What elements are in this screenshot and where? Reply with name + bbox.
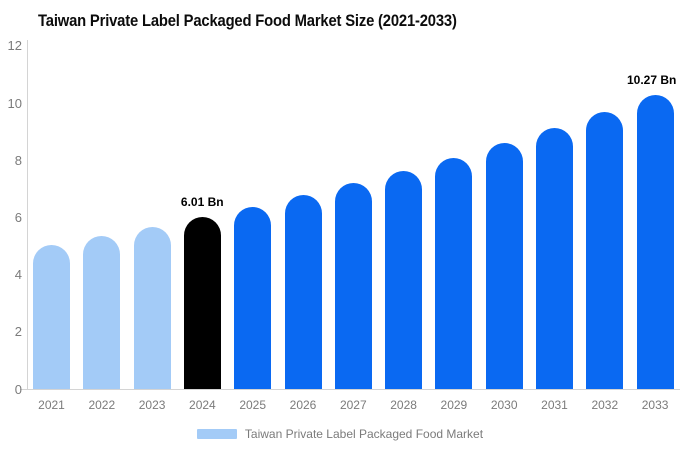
bar-2030[interactable] bbox=[485, 143, 523, 389]
bar-2022[interactable] bbox=[83, 236, 121, 389]
legend-item-label[interactable]: Taiwan Private Label Packaged Food Marke… bbox=[244, 427, 484, 441]
bar-2031[interactable] bbox=[536, 128, 573, 389]
x-axis-line bbox=[20, 389, 680, 390]
y-tick-label: 0 bbox=[14, 381, 22, 397]
x-tick-label: 2030 bbox=[490, 398, 518, 412]
legend-swatch-icon[interactable] bbox=[196, 429, 237, 439]
x-tick-label: 2029 bbox=[440, 398, 468, 412]
bar-2032[interactable] bbox=[586, 112, 624, 389]
x-tick-label: 2026 bbox=[289, 398, 317, 412]
bar-2024[interactable] bbox=[183, 217, 221, 389]
bar-2028[interactable] bbox=[385, 170, 423, 389]
bar-value-label: 6.01 Bn bbox=[180, 195, 224, 210]
legend: Taiwan Private Label Packaged Food Marke… bbox=[0, 427, 680, 441]
bar-2029[interactable] bbox=[435, 157, 473, 389]
bar-2021[interactable] bbox=[33, 245, 70, 389]
bar-2033[interactable] bbox=[636, 95, 674, 389]
y-tick-label: 8 bbox=[14, 152, 22, 168]
bar-2025[interactable] bbox=[234, 206, 272, 389]
y-axis-line bbox=[27, 40, 28, 389]
x-tick-label: 2028 bbox=[390, 398, 417, 412]
x-tick-label: 2023 bbox=[138, 398, 166, 412]
bar-2027[interactable] bbox=[334, 183, 372, 389]
y-tick-label: 6 bbox=[14, 209, 22, 225]
x-tick-label: 2022 bbox=[88, 398, 116, 412]
y-tick-label: 2 bbox=[14, 324, 22, 340]
y-tick-label: 10 bbox=[7, 95, 22, 111]
y-tick-label: 4 bbox=[14, 267, 22, 283]
x-tick-label: 2021 bbox=[38, 398, 65, 412]
x-tick-label: 2024 bbox=[189, 398, 216, 412]
x-tick-label: 2027 bbox=[339, 398, 367, 412]
x-tick-label: 2032 bbox=[591, 398, 619, 412]
bar-2023[interactable] bbox=[133, 226, 171, 389]
x-tick-label: 2025 bbox=[239, 398, 267, 412]
x-tick-label: 2033 bbox=[641, 398, 669, 412]
chart-title: Taiwan Private Label Packaged Food Marke… bbox=[38, 11, 457, 30]
bar-2026[interactable] bbox=[284, 195, 322, 389]
bar-value-label: 10.27 Bn bbox=[627, 73, 677, 88]
y-tick-label: 12 bbox=[7, 38, 22, 54]
x-tick-label: 2031 bbox=[541, 398, 568, 412]
